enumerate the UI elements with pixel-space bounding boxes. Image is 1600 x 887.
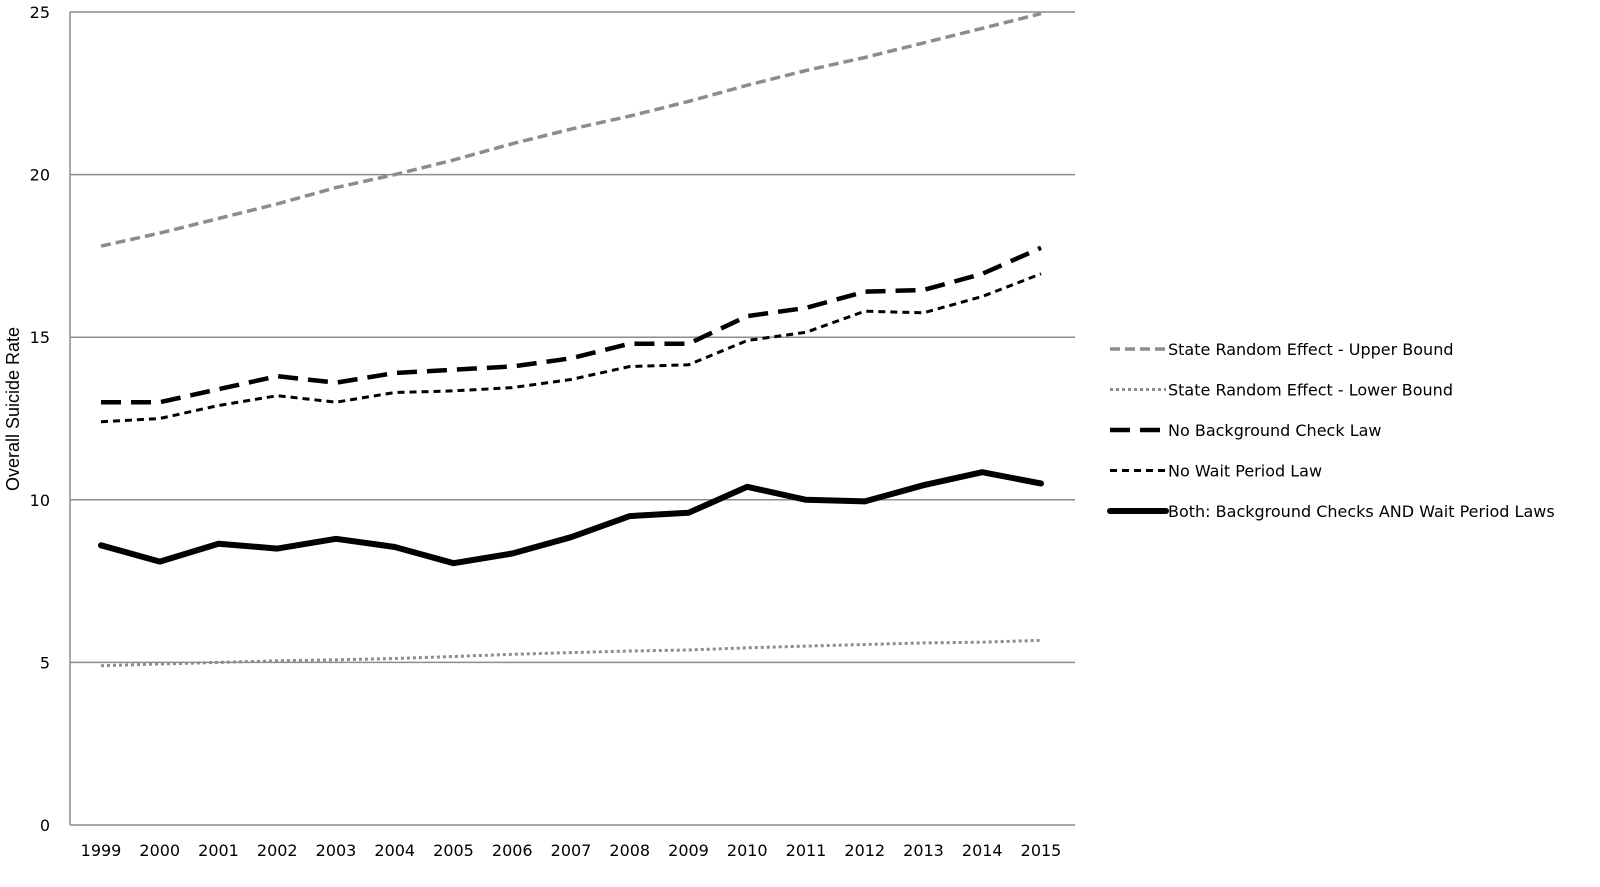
- y-tick-label: 25: [30, 3, 50, 22]
- legend: State Random Effect - Upper Bound State R…: [1107, 340, 1555, 521]
- x-tick-label: 2003: [316, 841, 357, 860]
- x-tick-label: 2002: [257, 841, 298, 860]
- legend-label-0: State Random Effect - Upper Bound: [1168, 340, 1454, 359]
- gridlines: [70, 11, 1075, 664]
- legend-label-3: No Wait Period Law: [1168, 462, 1322, 481]
- axes: [69, 12, 1075, 826]
- x-tick-label: 2007: [551, 841, 592, 860]
- x-tick-label: 2014: [962, 841, 1003, 860]
- legend-label-4: Both: Background Checks AND Wait Period …: [1168, 502, 1555, 521]
- y-tick-label: 5: [40, 653, 50, 672]
- y-tick-label: 20: [30, 166, 50, 185]
- series-line-1: [100, 638, 1042, 668]
- x-tick-label: 2001: [198, 841, 239, 860]
- legend-label-1: State Random Effect - Lower Bound: [1168, 381, 1453, 400]
- x-tick-label: 2012: [844, 841, 885, 860]
- series-lines: [98, 11, 1044, 668]
- x-tick-label: 2015: [1021, 841, 1062, 860]
- y-tick-labels: 0 5 10 15 20 25: [30, 3, 50, 835]
- x-tick-label: 2005: [433, 841, 474, 860]
- series-line-0: [100, 11, 1042, 248]
- legend-label-2: No Background Check Law: [1168, 421, 1382, 440]
- x-tick-label: 2008: [609, 841, 650, 860]
- series-line-4: [98, 469, 1044, 567]
- y-tick-label: 10: [30, 491, 50, 510]
- y-axis-title: Overall Suicide Rate: [3, 327, 23, 491]
- x-tick-label: 2000: [139, 841, 180, 860]
- x-tick-labels: 1999 2000 2001 2002 2003 2004 2005 2006 2007 2008…: [81, 841, 1062, 860]
- y-tick-label: 0: [40, 816, 50, 835]
- x-tick-label: 2010: [727, 841, 768, 860]
- y-tick-label: 15: [30, 328, 50, 347]
- x-tick-label: 2013: [903, 841, 944, 860]
- x-tick-label: 2004: [374, 841, 415, 860]
- series-line-3: [100, 272, 1042, 424]
- x-tick-label: 1999: [81, 841, 122, 860]
- x-tick-label: 2011: [786, 841, 827, 860]
- x-tick-label: 2009: [668, 841, 709, 860]
- series-line-2: [101, 245, 1042, 405]
- x-tick-label: 2006: [492, 841, 533, 860]
